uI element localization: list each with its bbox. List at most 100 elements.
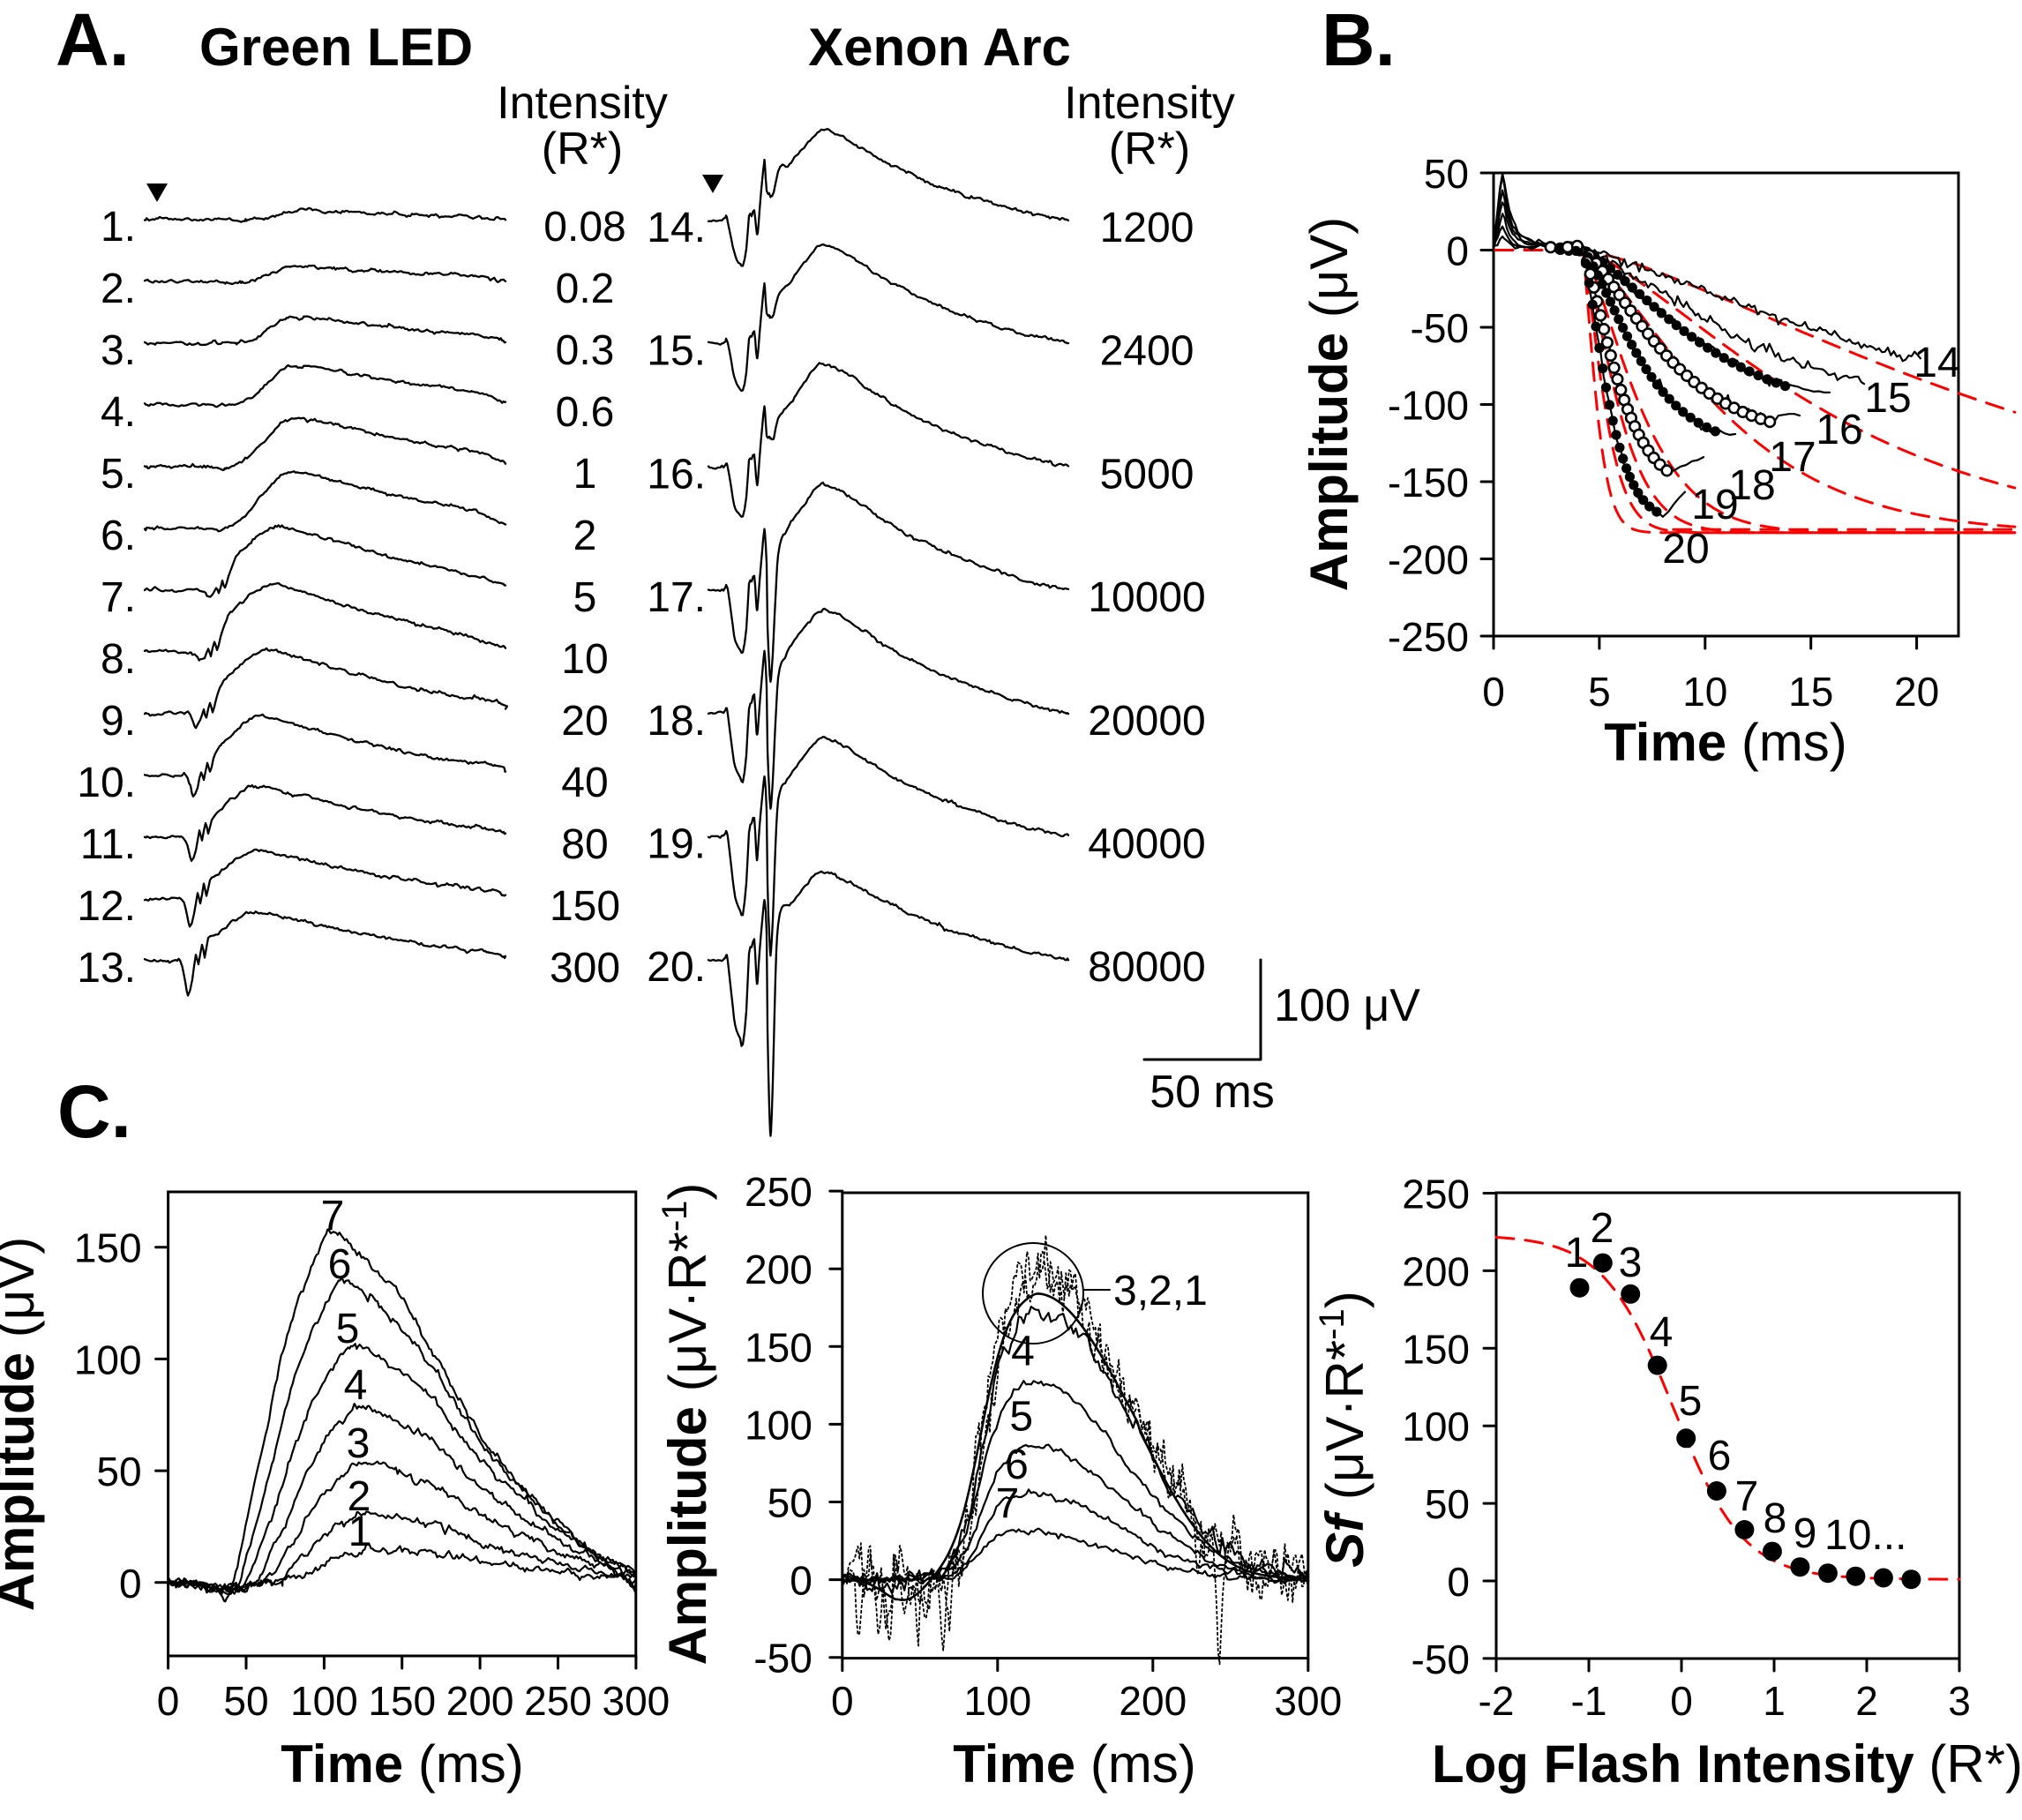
svg-text:20: 20: [1662, 526, 1709, 573]
svg-text:50: 50: [1424, 151, 1469, 197]
svg-text:16.: 16.: [647, 451, 706, 498]
svg-text:5000: 5000: [1100, 451, 1194, 498]
svg-text:50: 50: [768, 1480, 813, 1526]
svg-text:20.: 20.: [647, 944, 706, 991]
svg-text:200: 200: [1119, 1678, 1187, 1724]
svg-text:7.: 7.: [101, 574, 136, 621]
svg-text:4.: 4.: [101, 389, 136, 436]
svg-text:10: 10: [561, 636, 608, 683]
svg-text:Green LED: Green LED: [199, 18, 473, 77]
svg-text:7: 7: [321, 1193, 345, 1240]
svg-text:5: 5: [1009, 1394, 1033, 1441]
svg-text:1: 1: [1565, 1230, 1589, 1277]
svg-text:7: 7: [996, 1480, 1020, 1527]
svg-text:5: 5: [573, 574, 597, 621]
svg-text:50 ms: 50 ms: [1150, 1067, 1275, 1118]
svg-text:10000: 10000: [1088, 574, 1205, 621]
svg-text:Time (ms): Time (ms): [1604, 713, 1847, 772]
svg-text:0: 0: [790, 1558, 813, 1604]
svg-text:-150: -150: [1388, 460, 1469, 506]
svg-text:19.: 19.: [647, 821, 706, 868]
svg-text:150: 150: [74, 1225, 142, 1271]
svg-text:10.: 10.: [77, 760, 136, 806]
svg-text:250: 250: [1402, 1172, 1470, 1217]
svg-text:Intensity: Intensity: [497, 78, 668, 129]
svg-text:150: 150: [1402, 1326, 1470, 1372]
svg-text:200: 200: [446, 1678, 514, 1724]
svg-text:1: 1: [573, 451, 597, 498]
svg-text:0.2: 0.2: [556, 266, 615, 312]
svg-text:200: 200: [745, 1247, 813, 1292]
svg-text:Amplitude (μV·R*-1): Amplitude (μV·R*-1): [655, 1183, 717, 1666]
svg-text:0: 0: [1482, 669, 1505, 715]
svg-text:-1: -1: [1571, 1678, 1607, 1724]
svg-text:3.: 3.: [101, 327, 136, 374]
svg-text:19: 19: [1691, 482, 1738, 528]
svg-text:2: 2: [1855, 1678, 1878, 1724]
svg-text:0: 0: [157, 1678, 180, 1724]
svg-text:-100: -100: [1388, 383, 1469, 429]
svg-text:-250: -250: [1388, 614, 1469, 660]
svg-text:-50: -50: [1411, 305, 1469, 351]
svg-text:100: 100: [1402, 1404, 1470, 1449]
svg-text:-200: -200: [1388, 537, 1469, 583]
svg-text:200: 200: [1402, 1248, 1470, 1294]
svg-text:150: 150: [368, 1678, 436, 1724]
svg-text:0: 0: [1670, 1678, 1693, 1724]
svg-text:4: 4: [1011, 1329, 1035, 1375]
svg-text:300: 300: [550, 945, 620, 992]
svg-text:2.: 2.: [101, 266, 136, 312]
svg-text:2400: 2400: [1100, 328, 1194, 375]
svg-text:1: 1: [1763, 1678, 1786, 1724]
svg-text:Intensity: Intensity: [1064, 78, 1235, 129]
svg-text:0: 0: [1446, 228, 1469, 274]
svg-text:(R*): (R*): [1109, 124, 1190, 175]
svg-text:10...: 10...: [1824, 1512, 1906, 1559]
svg-text:0: 0: [119, 1561, 142, 1607]
svg-text:Log Flash Intensity (R*): Log Flash Intensity (R*): [1432, 1734, 2022, 1794]
svg-text:0: 0: [831, 1678, 854, 1724]
svg-text:Amplitude (μV): Amplitude (μV): [1299, 217, 1359, 592]
svg-text:5.: 5.: [101, 451, 136, 498]
svg-text:17: 17: [1769, 434, 1816, 481]
svg-text:80: 80: [561, 821, 608, 868]
svg-text:(R*): (R*): [542, 124, 623, 175]
svg-text:2: 2: [573, 513, 597, 559]
svg-text:6.: 6.: [101, 513, 136, 559]
svg-text:-50: -50: [753, 1636, 812, 1681]
svg-text:0: 0: [1447, 1559, 1470, 1605]
svg-text:50: 50: [223, 1678, 268, 1724]
svg-text:8: 8: [1764, 1495, 1787, 1542]
svg-text:7: 7: [1735, 1473, 1759, 1520]
svg-text:12.: 12.: [77, 883, 136, 930]
svg-text:20: 20: [1894, 669, 1939, 715]
svg-text:100: 100: [745, 1402, 813, 1448]
svg-text:Time (ms): Time (ms): [953, 1734, 1196, 1794]
svg-text:10: 10: [1682, 669, 1727, 715]
svg-text:14.: 14.: [647, 205, 706, 251]
svg-text:3,2,1: 3,2,1: [1113, 1268, 1208, 1314]
svg-text:B.: B.: [1322, 0, 1396, 81]
svg-text:150: 150: [550, 883, 620, 930]
svg-text:100: 100: [963, 1678, 1031, 1724]
svg-text:6: 6: [1708, 1433, 1732, 1479]
svg-text:6: 6: [328, 1241, 352, 1288]
svg-text:300: 300: [603, 1678, 670, 1724]
svg-text:9.: 9.: [101, 698, 136, 745]
svg-text:50: 50: [96, 1449, 141, 1494]
svg-text:40: 40: [561, 760, 608, 806]
svg-text:5: 5: [1588, 669, 1611, 715]
svg-text:0.3: 0.3: [556, 327, 615, 374]
svg-text:5: 5: [336, 1306, 360, 1352]
svg-text:A.: A.: [56, 0, 130, 81]
svg-text:40000: 40000: [1088, 821, 1205, 868]
svg-text:13.: 13.: [77, 945, 136, 992]
svg-text:150: 150: [745, 1324, 813, 1370]
svg-text:15: 15: [1864, 375, 1911, 422]
svg-text:6: 6: [1005, 1442, 1029, 1488]
svg-text:250: 250: [524, 1678, 592, 1724]
svg-text:18: 18: [1728, 462, 1775, 509]
svg-text:3: 3: [1619, 1240, 1643, 1286]
svg-text:4: 4: [1650, 1309, 1674, 1356]
svg-text:Xenon Arc: Xenon Arc: [808, 18, 1071, 77]
